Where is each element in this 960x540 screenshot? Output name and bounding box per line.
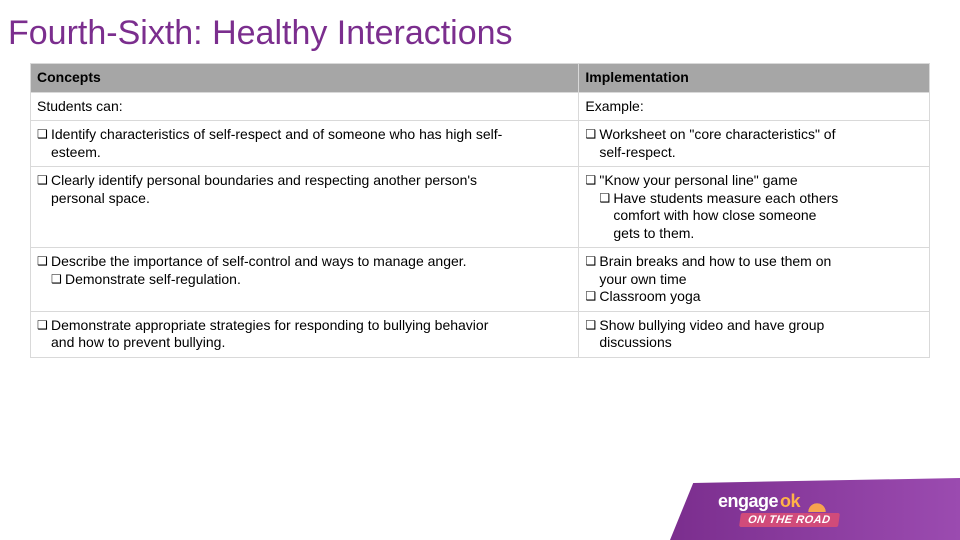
slide-title: Fourth-Sixth: Healthy Interactions	[0, 0, 960, 63]
implementation-cell: Brain breaks and how to use them onyour …	[579, 248, 930, 312]
cell-line: Clearly identify personal boundaries and…	[37, 172, 572, 190]
cell-line: self-respect.	[585, 144, 923, 162]
cell-line: Show bullying video and have group	[585, 317, 923, 335]
logo-text-engage: engage	[718, 491, 778, 512]
cell-line: Have students measure each others	[585, 190, 923, 208]
implementation-cell: Show bullying video and have groupdiscus…	[579, 311, 930, 357]
cell-line: Demonstrate self-regulation.	[37, 271, 572, 289]
cell-line: "Know your personal line" game	[585, 172, 923, 190]
sub-concepts: Students can:	[31, 92, 579, 121]
table-row: Describe the importance of self-control …	[31, 248, 930, 312]
cell-line: Brain breaks and how to use them on	[585, 253, 923, 271]
cell-line: Identify characteristics of self-respect…	[37, 126, 572, 144]
cell-line: discussions	[585, 334, 923, 352]
cell-line: gets to them.	[585, 225, 923, 243]
table-row: Clearly identify personal boundaries and…	[31, 167, 930, 248]
cell-line: and how to prevent bullying.	[37, 334, 572, 352]
implementation-cell: Worksheet on "core characteristics" ofse…	[579, 121, 930, 167]
cell-line: your own time	[585, 271, 923, 289]
cell-line: Worksheet on "core characteristics" of	[585, 126, 923, 144]
cell-line: esteem.	[37, 144, 572, 162]
footer-banner: engageok ON THE ROAD	[670, 478, 960, 540]
cell-line: Describe the importance of self-control …	[37, 253, 572, 271]
implementation-cell: "Know your personal line" gameHave stude…	[579, 167, 930, 248]
header-concepts: Concepts	[31, 64, 579, 93]
concepts-table: Concepts Implementation Students can: Ex…	[30, 63, 930, 358]
table-row: Demonstrate appropriate strategies for r…	[31, 311, 930, 357]
sub-implementation: Example:	[579, 92, 930, 121]
table-row: Identify characteristics of self-respect…	[31, 121, 930, 167]
logo-text-ok: ok	[780, 491, 800, 512]
cell-line: Demonstrate appropriate strategies for r…	[37, 317, 572, 335]
concept-cell: Demonstrate appropriate strategies for r…	[31, 311, 579, 357]
cell-line: personal space.	[37, 190, 572, 208]
subheader-row: Students can: Example:	[31, 92, 930, 121]
content-area: Concepts Implementation Students can: Ex…	[0, 63, 960, 358]
concept-cell: Identify characteristics of self-respect…	[31, 121, 579, 167]
cell-line: comfort with how close someone	[585, 207, 923, 225]
header-implementation: Implementation	[579, 64, 930, 93]
sun-icon	[806, 501, 828, 512]
header-row: Concepts Implementation	[31, 64, 930, 93]
cell-line: Classroom yoga	[585, 288, 923, 306]
logo-tagline: ON THE ROAD	[739, 513, 839, 527]
concept-cell: Describe the importance of self-control …	[31, 248, 579, 312]
concept-cell: Clearly identify personal boundaries and…	[31, 167, 579, 248]
logo: engageok ON THE ROAD	[718, 491, 839, 527]
